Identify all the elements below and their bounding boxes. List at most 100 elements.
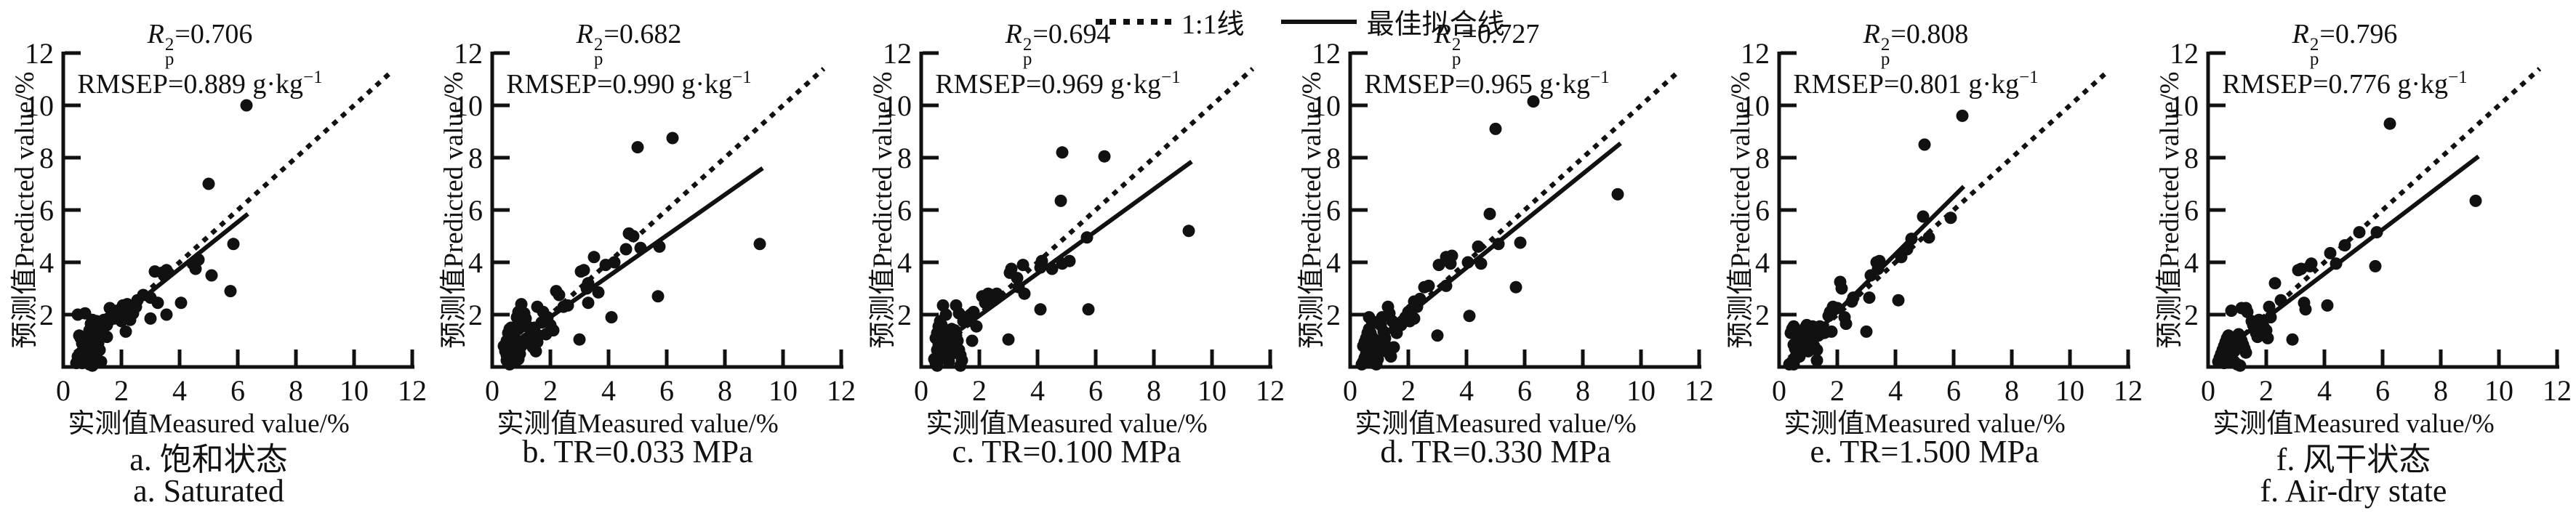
rmsep-unit: g·kg <box>674 68 733 100</box>
svg-text:8: 8 <box>2184 142 2199 174</box>
x-axis-label: 实测值Measured value/% <box>497 409 779 439</box>
rmsep-stat: RMSEP=0.889 g·kg−1 <box>44 68 356 100</box>
scatter-plot: 0 2 2 4 4 6 6 8 8 10 10 12 12 <box>25 39 427 407</box>
caption-cn: f. 风干状态 <box>2276 442 2431 477</box>
svg-text:4: 4 <box>39 246 54 279</box>
stats-block: R 2 p =0.796 RMSEP=0.776 g·kg−1 <box>2188 19 2501 100</box>
svg-text:10: 10 <box>2055 374 2085 407</box>
caption-en: a. Saturated <box>133 473 284 509</box>
r-symbol: R <box>147 19 164 49</box>
r-superscript: 2 <box>164 34 174 54</box>
rmsep-stat: RMSEP=0.969 g·kg−1 <box>902 68 1214 100</box>
svg-text:8: 8 <box>1147 374 1161 407</box>
r-symbol: R <box>1863 19 1880 49</box>
stats-block: R 2 p =0.808 RMSEP=0.801 g·kg−1 <box>1760 19 2072 100</box>
rmsep-value: 0.990 <box>612 68 675 100</box>
x-axis-label: 实测值Measured value/% <box>2212 409 2495 439</box>
rmsep-unit: g·kg <box>245 68 304 100</box>
solid-line-sample <box>1280 19 1357 24</box>
r-superscript: 2 <box>593 34 603 54</box>
legend: 1:1线 最佳拟合线 <box>1094 1 1505 41</box>
svg-text:8: 8 <box>1576 374 1590 407</box>
r-superscript: 2 <box>2309 34 2319 54</box>
svg-text:4: 4 <box>172 374 187 407</box>
svg-text:10: 10 <box>340 374 369 407</box>
caption-cn: b. TR=0.033 MPa <box>522 434 753 469</box>
svg-text:2: 2 <box>468 299 483 331</box>
svg-text:12: 12 <box>2114 374 2143 407</box>
rmsep-unit: g·kg <box>1961 68 2020 100</box>
svg-text:4: 4 <box>1755 246 1770 279</box>
equals-sign: = <box>1461 19 1477 49</box>
svg-text:6: 6 <box>1088 374 1103 407</box>
x-axis-label: 实测值Measured value/% <box>68 409 350 439</box>
rmsep-stat: RMSEP=0.965 g·kg−1 <box>1331 68 1643 100</box>
svg-text:4: 4 <box>1459 374 1474 407</box>
equals-sign: = <box>1883 68 1900 100</box>
scatter-plot: 0 2 2 4 4 6 6 8 8 10 10 12 12 <box>454 39 856 407</box>
svg-text:10: 10 <box>25 89 54 122</box>
x-axis-label: 实测值Measured value/% <box>926 409 1208 439</box>
svg-text:8: 8 <box>2005 374 2019 407</box>
svg-text:4: 4 <box>2317 374 2332 407</box>
svg-text:8: 8 <box>1755 142 1770 174</box>
svg-text:6: 6 <box>1755 194 1770 227</box>
svg-text:4: 4 <box>897 246 912 279</box>
svg-text:2: 2 <box>897 299 912 331</box>
caption-cn: d. TR=0.330 MPa <box>1380 434 1611 469</box>
r2-stat: R 2 p =0.808 <box>1760 19 2072 68</box>
r-superscript: 2 <box>1451 34 1461 54</box>
scatter-plot: 0 2 2 4 4 6 6 8 8 10 10 12 12 <box>1312 39 1714 407</box>
r-symbol: R <box>1434 19 1451 49</box>
r2-value: 0.682 <box>619 19 682 49</box>
rmsep-value: 0.801 <box>1899 68 1962 100</box>
svg-text:6: 6 <box>1517 374 1532 407</box>
svg-text:10: 10 <box>2170 89 2199 122</box>
svg-text:2: 2 <box>2259 374 2274 407</box>
svg-text:0: 0 <box>485 374 499 407</box>
svg-text:6: 6 <box>468 194 483 227</box>
r-subscript: p <box>1880 49 1890 69</box>
legend-item-bestfit: 最佳拟合线 <box>1280 1 1505 41</box>
svg-text:8: 8 <box>468 142 483 174</box>
svg-text:2: 2 <box>114 374 129 407</box>
svg-text:10: 10 <box>883 89 912 122</box>
scatter-panel-b: R 2 p =0.682 RMSEP=0.990 g·kg−1 预测值Predicte… <box>429 0 858 513</box>
svg-text:6: 6 <box>897 194 912 227</box>
svg-text:2: 2 <box>39 299 54 331</box>
equals-sign: = <box>1025 68 1042 100</box>
rmsep-unit-exponent: −1 <box>2448 67 2468 87</box>
svg-text:10: 10 <box>1312 89 1341 122</box>
svg-text:8: 8 <box>289 374 303 407</box>
scatter-panel-a: R 2 p =0.706 RMSEP=0.889 g·kg−1 预测值Predicte… <box>0 0 429 513</box>
equals-sign: = <box>2312 68 2329 100</box>
svg-text:8: 8 <box>1326 142 1341 174</box>
r2-value: 0.808 <box>1906 19 1969 49</box>
svg-text:10: 10 <box>454 89 483 122</box>
x-axis-label: 实测值Measured value/% <box>1355 409 1637 439</box>
svg-text:12: 12 <box>398 374 427 407</box>
svg-text:6: 6 <box>1326 194 1341 227</box>
equals-sign: = <box>596 68 613 100</box>
rmsep-unit-exponent: −1 <box>732 67 752 87</box>
svg-text:0: 0 <box>2201 374 2215 407</box>
r-subscript: p <box>593 49 603 69</box>
scatter-plot: 0 2 2 4 4 6 6 8 8 10 10 12 12 <box>1741 39 2143 407</box>
svg-text:10: 10 <box>1626 374 1656 407</box>
rmsep-value: 0.965 <box>1470 68 1533 100</box>
legend-dotted-label: 1:1线 <box>1181 9 1245 40</box>
r2-value: 0.706 <box>190 19 253 49</box>
svg-text:4: 4 <box>1030 374 1045 407</box>
legend-solid-label: 最佳拟合线 <box>1366 9 1505 40</box>
equals-sign: = <box>2319 19 2335 49</box>
svg-text:8: 8 <box>2433 374 2448 407</box>
r2-stat: R 2 p =0.682 <box>473 19 785 68</box>
svg-text:10: 10 <box>1741 89 1770 122</box>
scatter-panel-f: R 2 p =0.796 RMSEP=0.776 g·kg−1 预测值Predicte… <box>2145 0 2574 513</box>
equals-sign: = <box>1890 19 1906 49</box>
svg-text:10: 10 <box>2484 374 2513 407</box>
